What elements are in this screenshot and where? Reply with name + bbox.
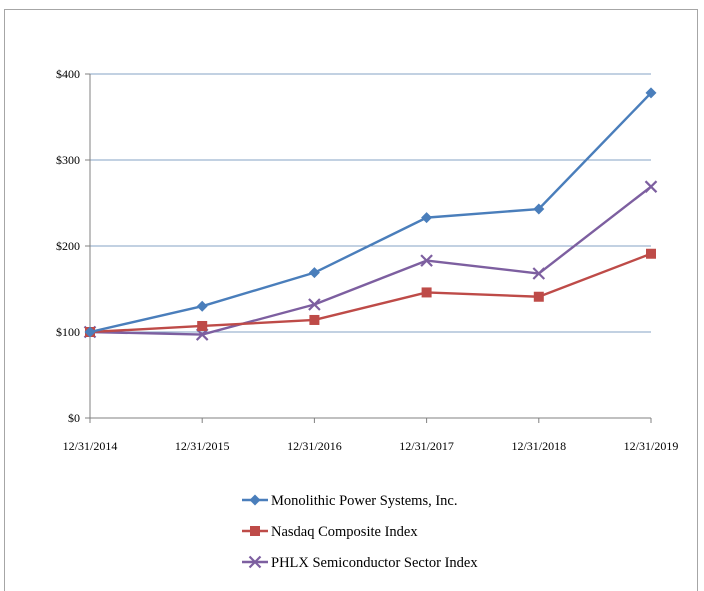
data-point <box>532 267 546 280</box>
x-tick-label: 12/31/2016 <box>287 439 342 453</box>
x-tick-label: 12/31/2017 <box>399 439 454 453</box>
data-point <box>420 254 433 267</box>
legend-label: Nasdaq Composite Index <box>271 524 418 540</box>
data-point <box>421 287 432 298</box>
x-marker-stroke <box>644 180 658 193</box>
series-line <box>89 92 652 334</box>
x-marker-stroke <box>308 298 321 311</box>
x-marker-stroke <box>248 555 262 569</box>
legend-item: Monolithic Power Systems, Inc. <box>242 493 457 509</box>
y-tick-label: $300 <box>56 153 80 167</box>
series-line <box>89 252 652 334</box>
legend-label: Monolithic Power Systems, Inc. <box>271 493 457 509</box>
data-point <box>196 300 208 312</box>
y-tick-label: $0 <box>68 411 80 425</box>
x-tick-label: 12/31/2018 <box>511 439 566 453</box>
legend: Monolithic Power Systems, Inc. Nasdaq Com… <box>242 493 478 571</box>
data-point <box>421 212 433 224</box>
data-point <box>308 298 321 311</box>
x-marker-stroke <box>420 254 433 267</box>
data-point <box>309 314 320 325</box>
legend-label: PHLX Semiconductor Sector Index <box>271 555 478 571</box>
x-tick-label: 12/31/2019 <box>624 439 679 453</box>
data-point <box>644 180 658 193</box>
y-tick-labels: $0 $100 $200 $300 $400 <box>56 67 80 425</box>
legend-item: Nasdaq Composite Index <box>242 524 418 540</box>
legend-marker <box>250 526 260 536</box>
series-group <box>84 87 657 338</box>
x-tick-labels: 12/31/2014 12/31/2015 12/31/2016 12/31/2017… <box>63 439 679 453</box>
data-point <box>308 267 320 279</box>
gridlines <box>90 73 651 333</box>
legend-marker <box>249 494 261 506</box>
series-lines <box>83 87 658 341</box>
x-marker-stroke <box>532 267 546 280</box>
y-tick-label: $200 <box>56 239 80 253</box>
data-point <box>533 291 544 302</box>
x-tick-label: 12/31/2015 <box>175 439 230 453</box>
legend-item: PHLX Semiconductor Sector Index <box>242 555 478 571</box>
y-tick-label: $400 <box>56 67 80 81</box>
data-point <box>84 326 96 338</box>
x-tick-label: 12/31/2014 <box>63 439 118 453</box>
axes <box>85 73 652 423</box>
data-point <box>197 320 208 331</box>
data-point <box>646 248 656 259</box>
chart-frame <box>4 9 698 591</box>
series-line <box>89 185 652 336</box>
data-point <box>533 203 545 215</box>
data-point <box>645 87 657 99</box>
series-group <box>85 248 656 337</box>
series-group <box>83 180 658 341</box>
legend-marker <box>248 555 262 569</box>
y-tick-label: $100 <box>56 325 80 339</box>
